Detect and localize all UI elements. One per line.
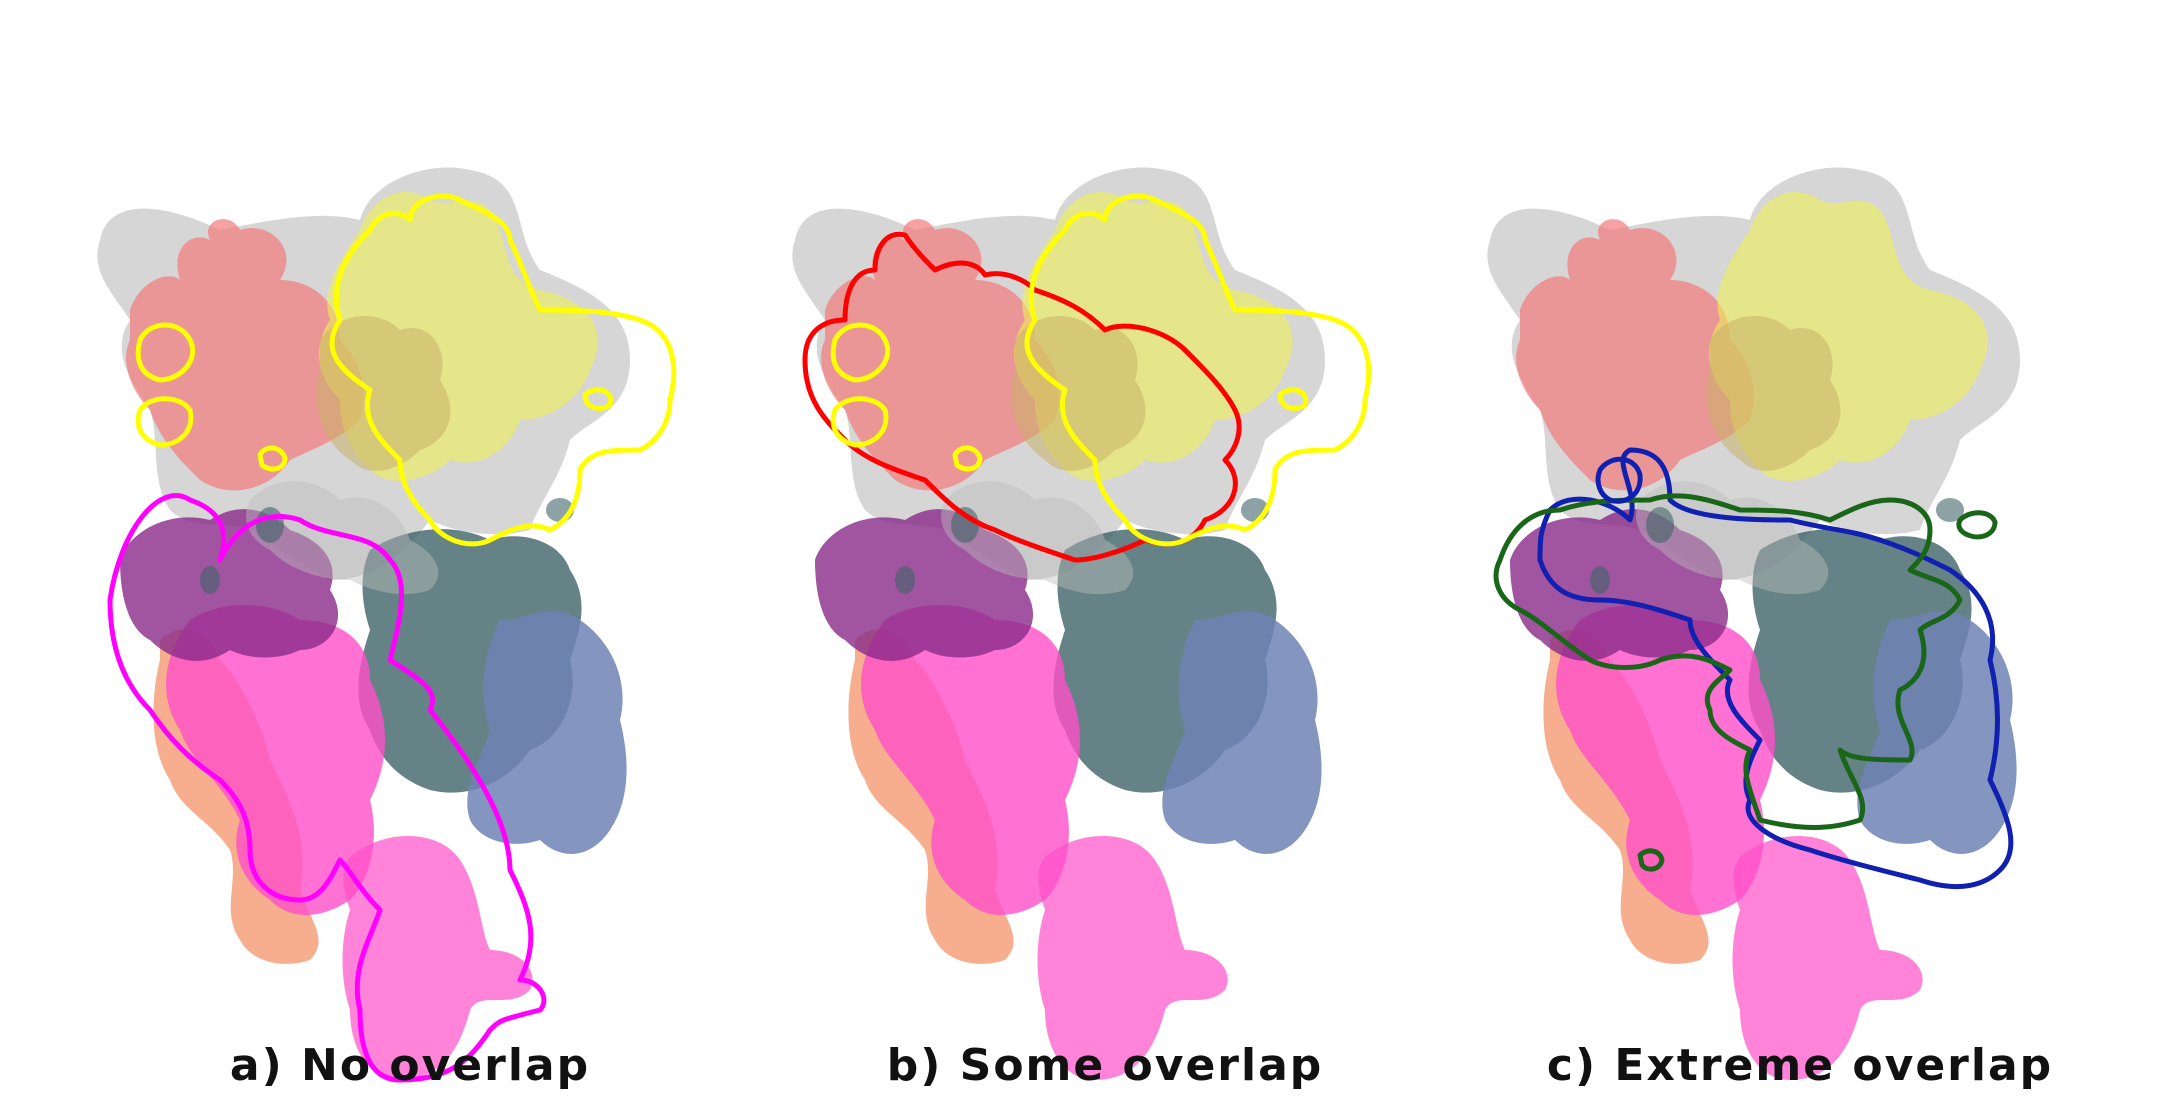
yellow-outline	[1024, 193, 1372, 547]
yellow-small-outline-1	[135, 322, 196, 383]
purple-region	[1510, 509, 1729, 661]
dot-marker	[200, 566, 220, 594]
magenta-region	[861, 605, 1080, 915]
slate-blue-region	[1857, 611, 2017, 854]
yellow-small-outline-2	[830, 396, 889, 448]
yellow-small-outline-4	[1277, 387, 1309, 411]
pink-lower-region	[342, 836, 533, 1080]
dot-marker	[1646, 507, 1674, 543]
yellow-small-outline-2	[135, 396, 194, 448]
grey-upper-overlay	[246, 481, 439, 595]
panel-b-map	[792, 167, 1372, 1080]
dot-marker	[1936, 498, 1964, 522]
green-small-outline-2	[1637, 848, 1665, 872]
pink-lower-region	[1732, 836, 1923, 1080]
panel-c: c) Extreme overlap	[1440, 0, 2160, 1109]
magenta-outline	[107, 493, 547, 1083]
khaki-region	[1011, 316, 1146, 471]
yellow-small-outline-3	[952, 445, 983, 472]
panel-b: b) Some overlap	[745, 0, 1465, 1109]
yellow-outline	[329, 193, 677, 547]
dot-marker	[951, 507, 979, 543]
purple-region	[120, 509, 339, 661]
salmon-region	[821, 219, 1059, 491]
purple-region	[815, 509, 1034, 661]
blue-small-outline-1	[1595, 456, 1643, 504]
grey-upper-overlay	[941, 481, 1134, 595]
map-layer-group	[97, 167, 677, 1083]
slate-blue-region	[467, 611, 627, 854]
green-small-outline-1	[1956, 510, 1998, 540]
salmon-region	[126, 219, 364, 491]
magenta-region	[1556, 605, 1775, 915]
panel-c-map	[1487, 167, 2020, 1080]
khaki-region	[316, 316, 451, 471]
panel-a-caption: a) No overlap	[229, 1040, 591, 1091]
pink-lower-region	[1037, 836, 1228, 1080]
magenta-region	[166, 605, 385, 915]
map-layer-group	[792, 167, 1372, 1080]
panel-a-map	[97, 167, 677, 1083]
dot-marker	[1590, 566, 1610, 594]
red-outline	[802, 231, 1242, 563]
salmon-region	[1516, 219, 1754, 491]
yellow-small-outline-4	[582, 387, 614, 411]
panel-b-caption: b) Some overlap	[886, 1040, 1324, 1091]
khaki-region	[1706, 316, 1841, 471]
panel-c-caption: c) Extreme overlap	[1546, 1040, 2054, 1091]
dot-marker	[256, 507, 284, 543]
map-layer-group	[1487, 167, 2020, 1080]
panel-a: a) No overlap	[50, 0, 770, 1109]
yellow-small-outline-3	[257, 445, 288, 472]
yellow-small-outline-1	[830, 322, 891, 383]
blue-outline	[1537, 447, 2014, 890]
green-outline	[1493, 493, 1963, 830]
slate-blue-region	[1162, 611, 1322, 854]
dot-marker	[895, 566, 915, 594]
